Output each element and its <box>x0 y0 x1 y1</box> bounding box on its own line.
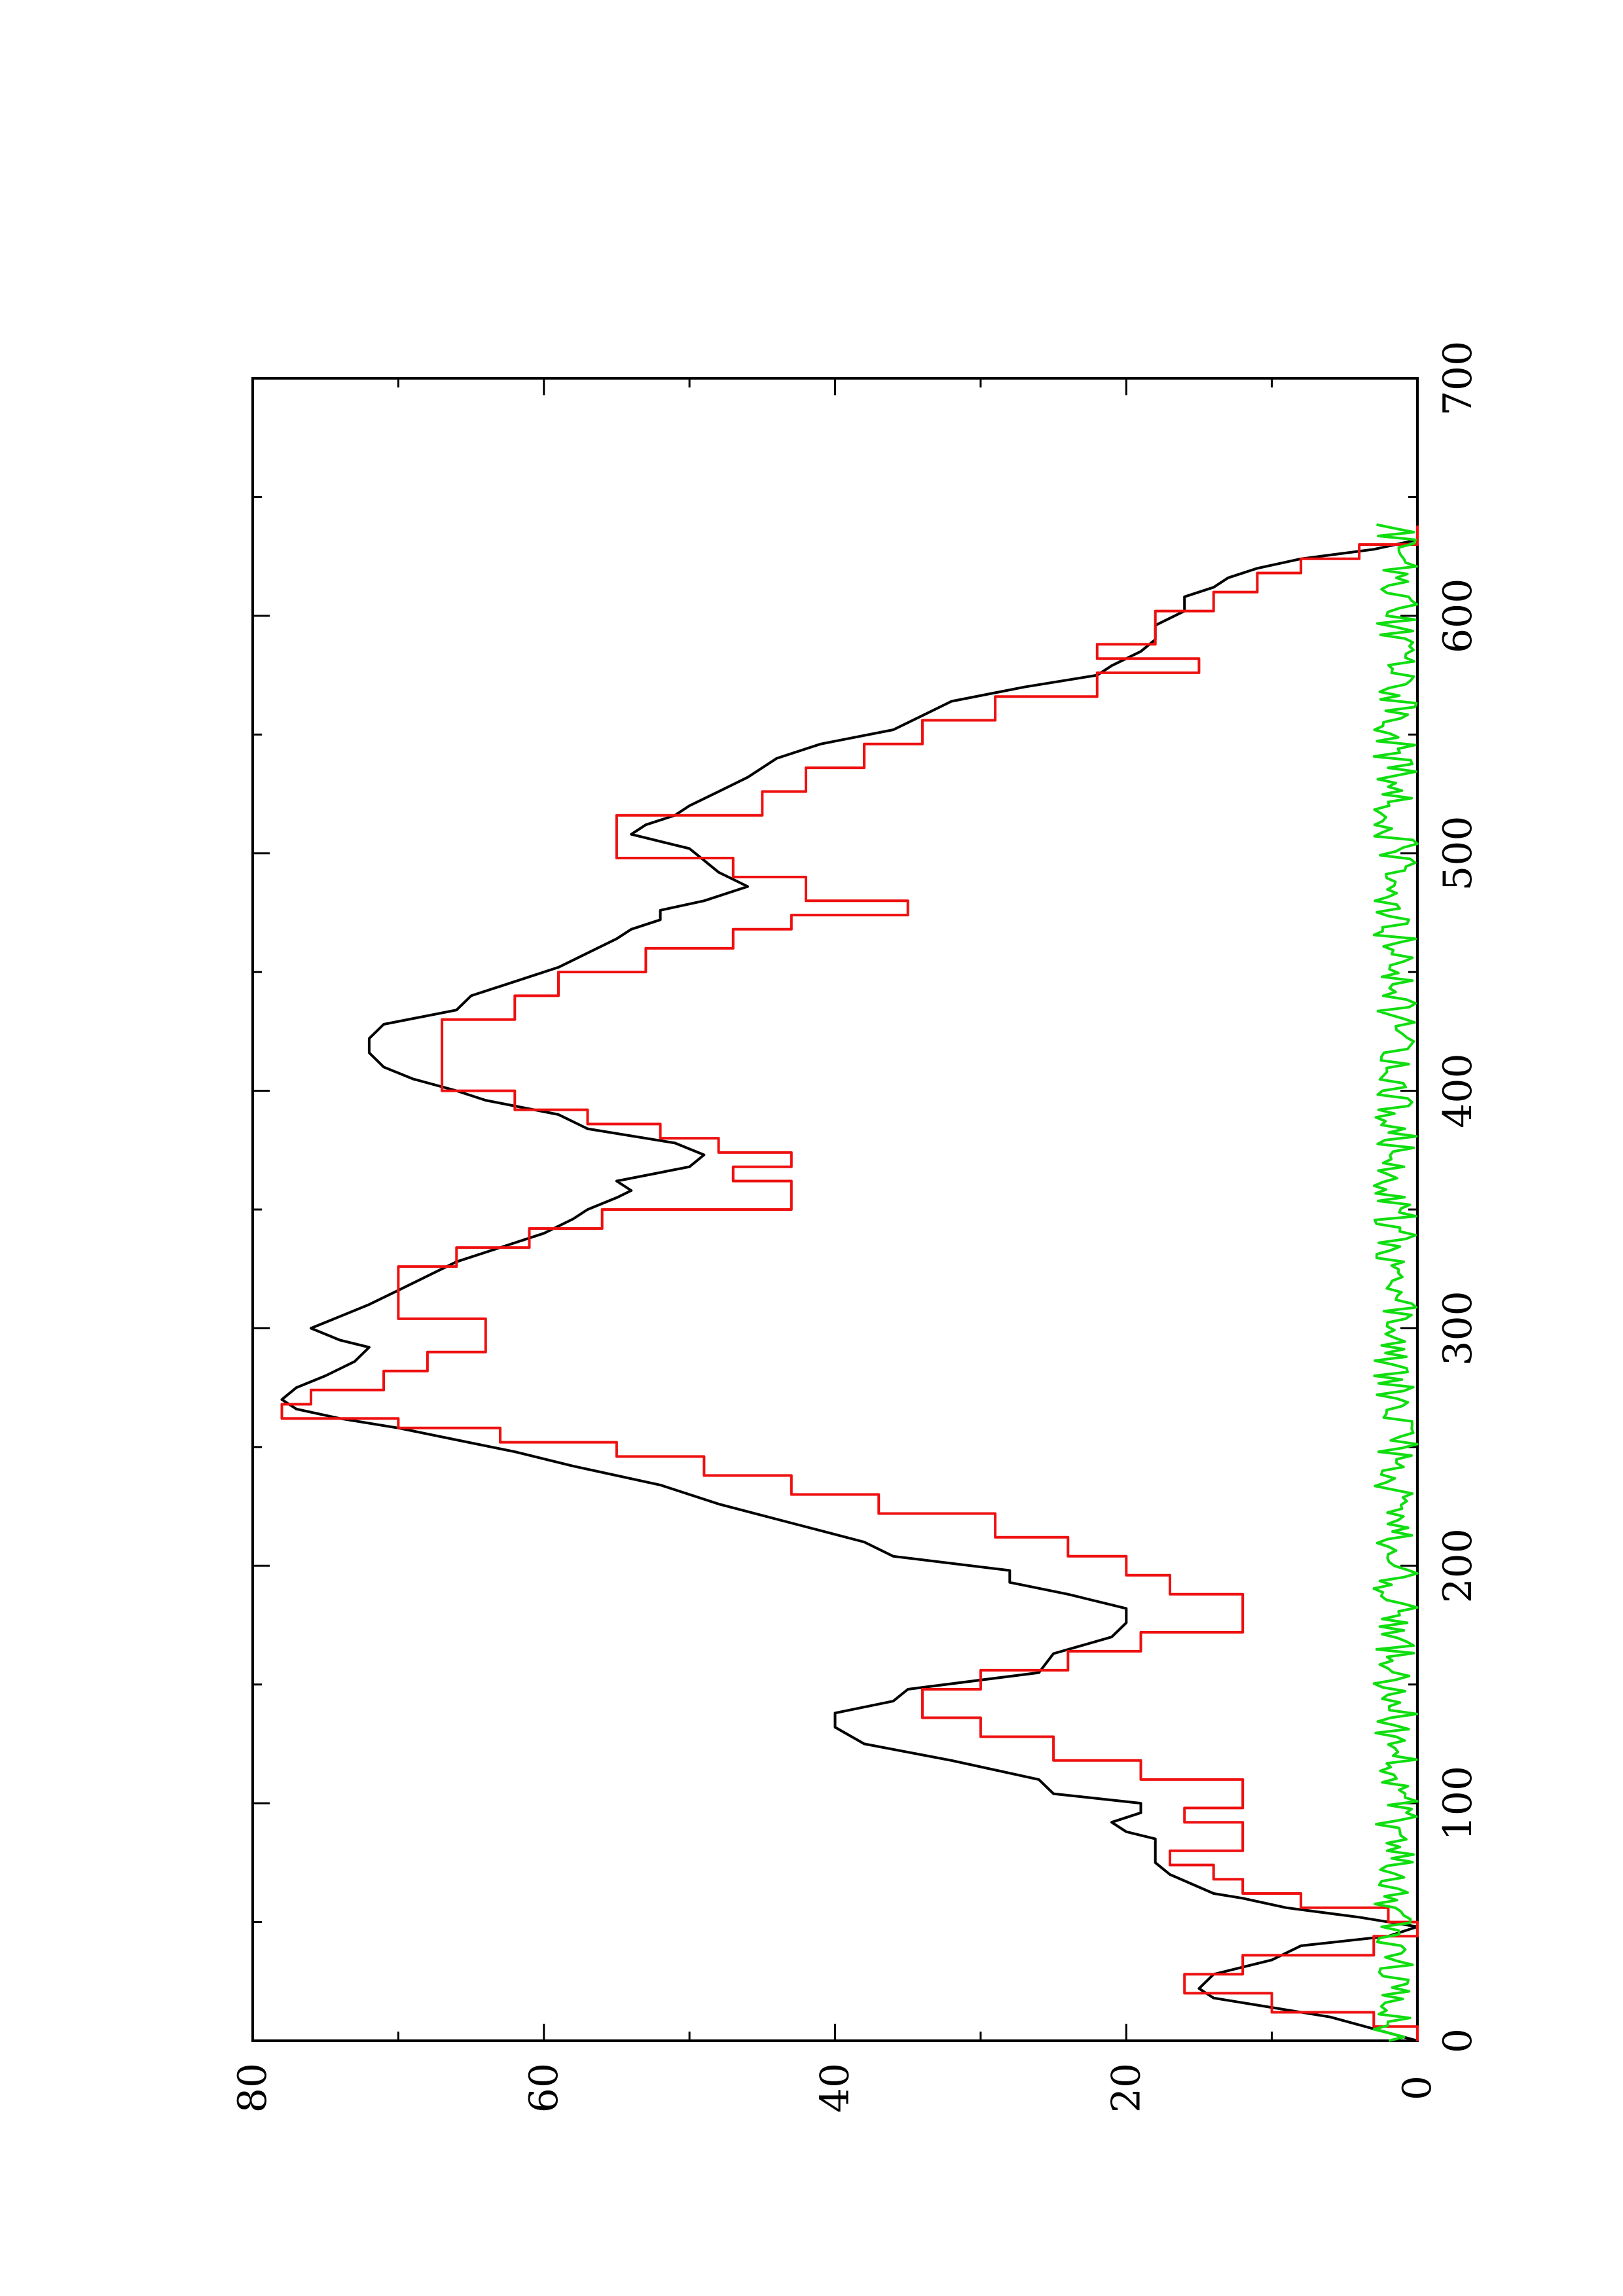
x-tick-label: 300 <box>1435 1291 1481 1366</box>
x-tick-label: 200 <box>1435 1528 1481 1604</box>
series-line-1 <box>280 526 1419 2041</box>
x-tick-label: 100 <box>1435 1766 1481 1841</box>
x-tick-label: 0 <box>1435 2028 1481 2053</box>
series-line-2 <box>1372 523 1419 2042</box>
x-tick-label: 500 <box>1435 816 1481 891</box>
series-line-0 <box>280 520 1419 2042</box>
series-layer <box>280 520 1419 2042</box>
x-tick-label: 400 <box>1435 1053 1481 1128</box>
y-tick-label: 20 <box>1103 2063 1149 2113</box>
x-tick-label: 700 <box>1435 341 1481 416</box>
x-tick-label: 600 <box>1435 579 1481 654</box>
tick-labels: 0 100 200 300 400 500 600 700 0 20 40 60 80 <box>230 341 1481 2113</box>
axis-ticks <box>251 377 1419 2042</box>
y-tick-label: 40 <box>812 2063 858 2113</box>
y-tick-label: 0 <box>1395 2075 1440 2100</box>
y-tick-label: 80 <box>230 2063 276 2113</box>
y-tick-label: 60 <box>521 2063 567 2113</box>
